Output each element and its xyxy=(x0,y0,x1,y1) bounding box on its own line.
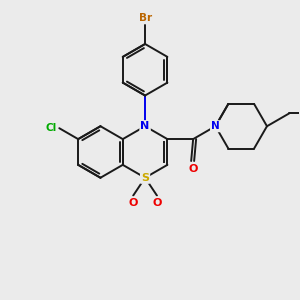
Text: N: N xyxy=(211,121,220,131)
Text: N: N xyxy=(140,121,150,131)
Text: Cl: Cl xyxy=(46,123,57,133)
Text: O: O xyxy=(128,197,138,208)
Text: O: O xyxy=(152,197,162,208)
Text: S: S xyxy=(141,173,149,183)
Text: O: O xyxy=(188,164,198,174)
Text: Br: Br xyxy=(139,13,152,23)
